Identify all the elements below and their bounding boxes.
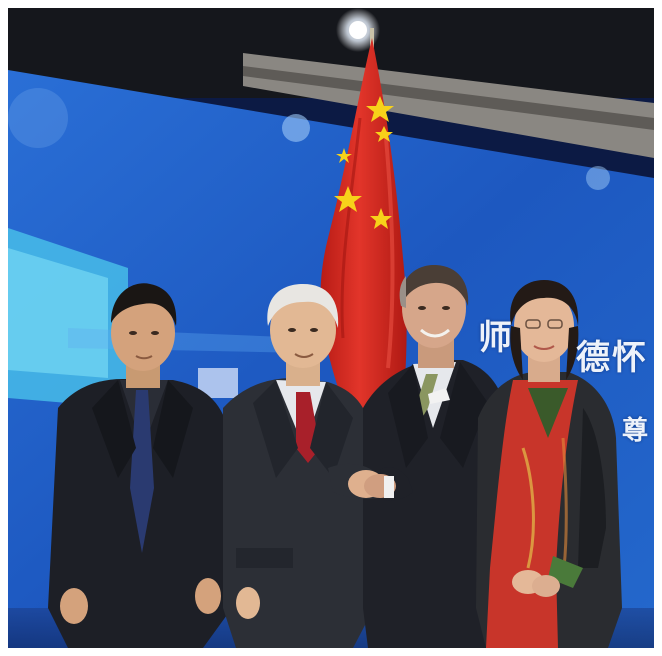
screen-text-1: 师 <box>478 318 514 358</box>
screen-text-3: 尊 <box>622 416 651 446</box>
person-4 <box>476 280 622 648</box>
screen-text-2: 德怀 <box>576 338 648 378</box>
handshake <box>328 463 413 501</box>
photo-scene <box>8 8 654 648</box>
flag-stars <box>334 96 394 229</box>
pocket-square <box>428 388 450 404</box>
person-1 <box>48 283 232 648</box>
event-photo: 师 德怀 尊 <box>8 8 654 648</box>
person-2 <box>223 284 374 648</box>
person-3 <box>363 264 508 648</box>
